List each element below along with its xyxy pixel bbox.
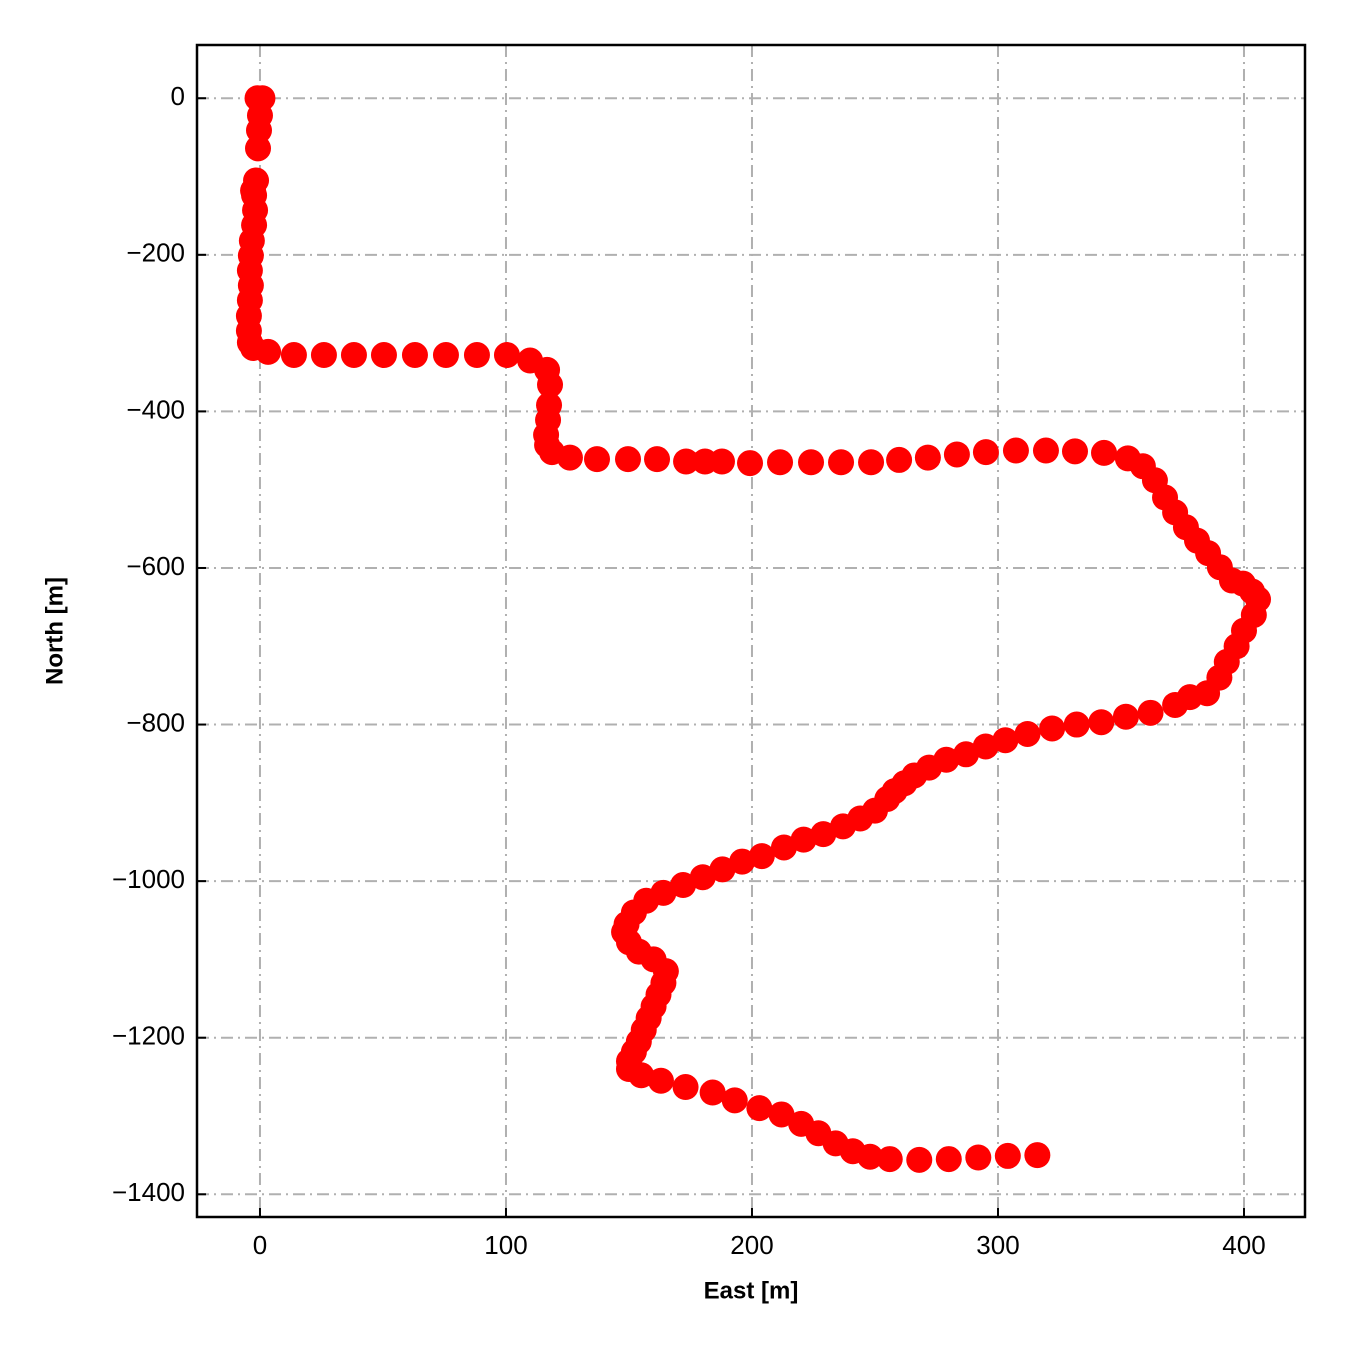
y-tick-label: −800 xyxy=(126,707,185,737)
point xyxy=(1061,438,1088,465)
point xyxy=(729,848,756,875)
x-tick-label: 300 xyxy=(976,1230,1019,1260)
point xyxy=(1088,709,1115,736)
point xyxy=(493,342,520,369)
point xyxy=(994,1142,1021,1169)
x-tick-label: 400 xyxy=(1222,1230,1265,1260)
point xyxy=(721,1087,748,1114)
point xyxy=(906,1146,933,1173)
point xyxy=(1024,1142,1051,1169)
point xyxy=(689,864,716,891)
point xyxy=(790,826,817,853)
point xyxy=(1032,437,1059,464)
point xyxy=(858,449,885,476)
point xyxy=(673,448,700,475)
point xyxy=(857,1143,884,1170)
point xyxy=(972,733,999,760)
point xyxy=(748,843,775,870)
x-tick-label: 200 xyxy=(730,1230,773,1260)
point xyxy=(280,342,307,369)
point xyxy=(1091,439,1118,466)
point xyxy=(432,342,459,369)
point xyxy=(401,342,428,369)
point xyxy=(1002,437,1029,464)
point xyxy=(708,448,735,475)
point xyxy=(992,727,1019,754)
x-tick-label: 100 xyxy=(484,1230,527,1260)
point xyxy=(830,813,857,840)
point xyxy=(746,1095,773,1122)
point xyxy=(767,449,794,476)
y-tick-label: −1000 xyxy=(112,864,185,894)
point xyxy=(584,446,611,473)
point xyxy=(886,446,913,473)
point xyxy=(370,342,397,369)
point xyxy=(965,1144,992,1171)
x-tick-label: 0 xyxy=(253,1230,267,1260)
point xyxy=(670,872,697,899)
y-tick-label: −400 xyxy=(126,394,185,424)
point xyxy=(1063,711,1090,738)
point xyxy=(1137,699,1164,726)
y-tick-label: 0 xyxy=(171,81,185,111)
y-axis-label: North [m] xyxy=(41,577,68,685)
point xyxy=(245,135,272,162)
point xyxy=(828,449,855,476)
plot-frame xyxy=(195,43,1307,1219)
point xyxy=(672,1074,699,1101)
point xyxy=(463,342,490,369)
point xyxy=(935,1146,962,1173)
y-tick-label: −1200 xyxy=(112,1021,185,1051)
point xyxy=(1112,703,1139,730)
y-tick-label: −200 xyxy=(126,238,185,268)
point xyxy=(699,1079,726,1106)
point xyxy=(876,1146,903,1173)
point xyxy=(647,1067,674,1094)
point xyxy=(737,450,764,477)
x-axis-label: East [m] xyxy=(704,1277,799,1304)
point xyxy=(1162,691,1189,718)
point xyxy=(537,371,564,398)
point xyxy=(953,741,980,768)
point xyxy=(768,1101,795,1128)
y-tick-label: −1400 xyxy=(112,1177,185,1207)
point xyxy=(340,342,367,369)
point xyxy=(770,834,797,861)
point xyxy=(614,446,641,473)
point xyxy=(810,821,837,848)
point xyxy=(1014,720,1041,747)
point xyxy=(709,856,736,883)
y-tick-label: −600 xyxy=(126,551,185,581)
point xyxy=(972,439,999,466)
point xyxy=(310,342,337,369)
point xyxy=(798,449,825,476)
point xyxy=(556,444,583,471)
point xyxy=(628,1062,655,1089)
point xyxy=(914,444,941,471)
point xyxy=(1039,715,1066,742)
point xyxy=(943,441,970,468)
point xyxy=(255,338,282,365)
point xyxy=(644,446,671,473)
